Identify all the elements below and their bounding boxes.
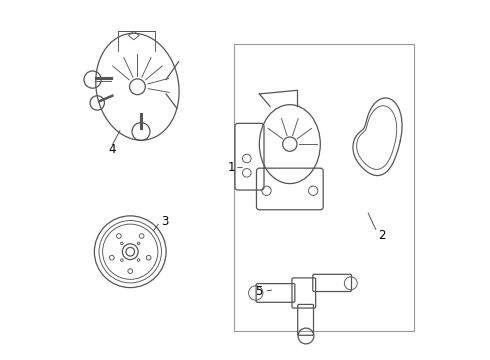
Text: 4: 4 [108,143,116,156]
Bar [234,44,414,330]
Text: 2: 2 [378,229,385,242]
Text: 3: 3 [161,215,168,228]
Text: 1: 1 [228,161,235,174]
Text: 5: 5 [255,285,262,298]
